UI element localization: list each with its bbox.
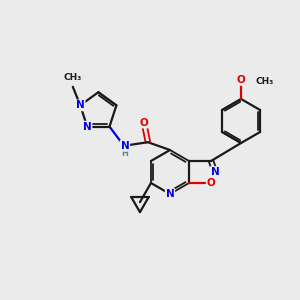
Text: CH₃: CH₃ bbox=[64, 73, 82, 82]
Text: O: O bbox=[140, 118, 148, 128]
Text: N: N bbox=[166, 189, 174, 199]
Text: N: N bbox=[83, 122, 92, 132]
Text: CH₃: CH₃ bbox=[255, 76, 273, 85]
Text: H: H bbox=[122, 149, 128, 158]
Text: N: N bbox=[76, 100, 85, 110]
Text: O: O bbox=[207, 178, 215, 188]
Text: N: N bbox=[121, 141, 129, 151]
Text: N: N bbox=[211, 167, 219, 177]
Text: O: O bbox=[237, 75, 245, 85]
